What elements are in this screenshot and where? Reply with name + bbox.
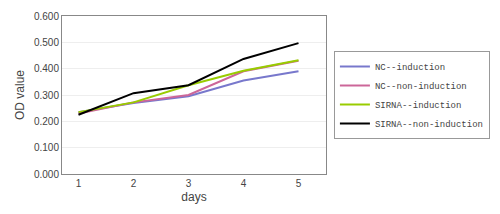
svg-text:0.000: 0.000 [34,169,59,180]
svg-text:days: days [181,190,206,204]
svg-text:0.400: 0.400 [34,63,59,74]
svg-text:0.500: 0.500 [34,37,59,48]
svg-text:5: 5 [296,178,302,189]
svg-text:SIRNA--induction: SIRNA--induction [375,101,461,111]
svg-text:2: 2 [131,178,137,189]
svg-text:SIRNA--non-induction: SIRNA--non-induction [375,120,483,130]
svg-text:0.300: 0.300 [34,90,59,101]
svg-text:3: 3 [186,178,192,189]
svg-text:4: 4 [241,178,247,189]
svg-text:0.600: 0.600 [34,11,59,22]
svg-text:1: 1 [76,178,82,189]
svg-text:OD value: OD value [13,70,27,120]
svg-text:0.100: 0.100 [34,142,59,153]
svg-text:NC--induction: NC--induction [375,63,445,73]
svg-text:NC--non-induction: NC--non-induction [375,82,467,92]
svg-text:0.200: 0.200 [34,116,59,127]
